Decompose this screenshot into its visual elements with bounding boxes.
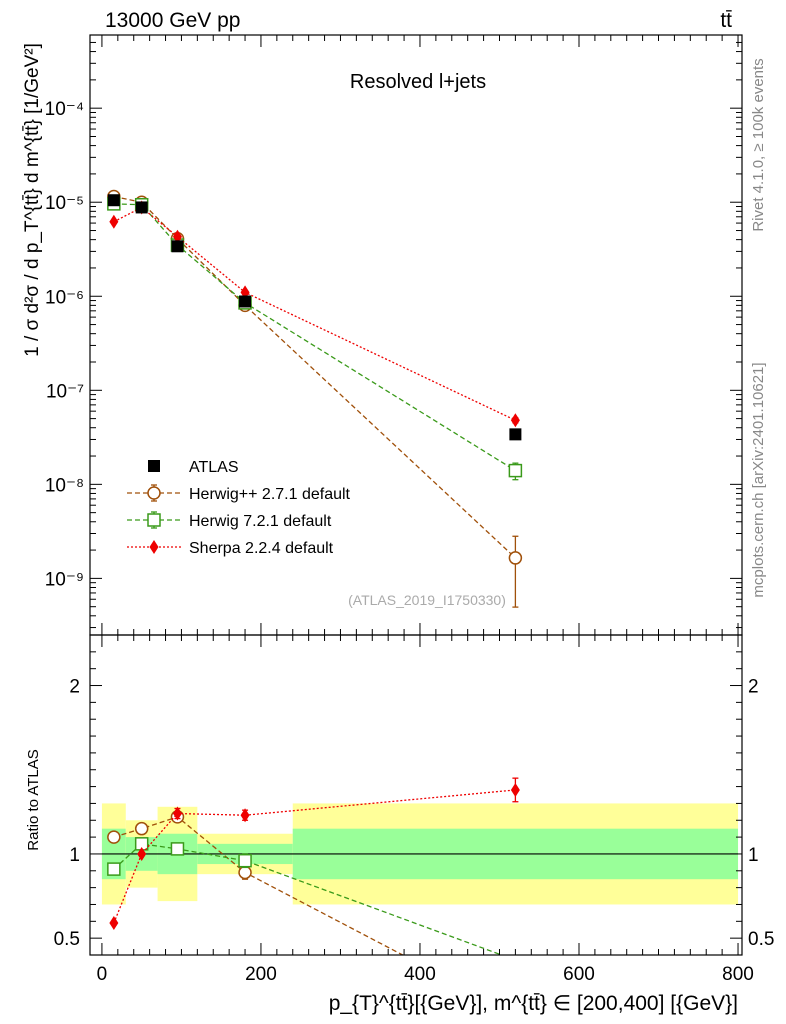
legend-marker-atlas <box>148 460 160 472</box>
y-tick-label-2: 10⁻⁷ <box>46 381 84 402</box>
axes-layer: 10⁻⁹ 10⁻⁸ 10⁻⁷ 10⁻⁶ 10⁻⁵ 10⁻⁴ 0 200 400 600 800 0.5… <box>45 34 774 985</box>
ratio-frame <box>89 634 743 956</box>
analysis-tag: (ATLAS_2019_I1750330) <box>348 592 506 608</box>
ratio-y-tick-label-0: 0.5 <box>54 929 80 950</box>
series-herwig-7-2-1-default <box>107 197 523 481</box>
legend-marker-sherpa-2-2-4-default <box>149 540 159 554</box>
series-sherpa-2-2-4-default <box>109 200 520 428</box>
ratio-point-sherpa-2-2-4-default-2 <box>172 806 182 821</box>
header-right: tt̄ <box>720 9 732 32</box>
legend-label-atlas: ATLAS <box>189 459 239 476</box>
x-tick-label-4: 800 <box>722 964 754 985</box>
ratio-point-sherpa-2-2-4-default-4 <box>510 782 520 797</box>
ratio-y-tick-label-right-0: 0.5 <box>748 929 774 950</box>
point-herwig-7-2-1-default-4 <box>508 463 523 478</box>
point-sherpa-2-2-4-default-4 <box>510 413 520 428</box>
ratio-y-tick-label-2: 2 <box>69 677 80 698</box>
ratio-y-axis-label: Ratio to ATLAS <box>25 749 42 850</box>
y-tick-label-0: 10⁻⁹ <box>45 569 84 590</box>
legend: ATLAS Herwig++ 2.7.1 default Herwig 7.2.1 … <box>127 459 351 557</box>
x-tick-label-1: 200 <box>245 964 277 985</box>
mcplots-label: mcplots.cern.ch [arXiv:2401.10621] <box>750 362 767 597</box>
ratio-series-herwig-7-2-1-default <box>107 837 504 955</box>
errorbar-herwig-2-7-1-default-4 <box>512 535 519 608</box>
ratio-point-herwig-7-2-1-default-0 <box>107 862 121 876</box>
ratio-point-herwig-2-7-1-default-1 <box>134 821 149 836</box>
header-left: 13000 GeV pp <box>105 9 240 32</box>
ratio-series-layer <box>107 777 520 955</box>
legend-label-herwig-2-7-1-default: Herwig++ 2.7.1 default <box>189 486 351 503</box>
x-tick-label-3: 600 <box>563 964 595 985</box>
point-herwig-2-7-1-default-4 <box>508 551 523 565</box>
ratio-y-tick-label-right-1: 1 <box>748 845 759 866</box>
point-atlas-3 <box>239 295 252 308</box>
legend-marker-herwig-2-7-1-default <box>147 486 161 500</box>
main-frame <box>89 34 743 636</box>
legend-label-herwig-7-2-1-default: Herwig 7.2.1 default <box>189 513 332 530</box>
main-series-layer <box>107 189 523 608</box>
ratio-point-herwig-2-7-1-default-3 <box>238 865 252 880</box>
ratio-y-tick-label-right-2: 2 <box>748 677 759 698</box>
point-sherpa-2-2-4-default-0 <box>109 214 119 229</box>
y-axis-label: 1 / σ d²σ / d p_T^{tt̄} d m^{tt̄} [1/GeV… <box>22 43 43 357</box>
point-atlas-4 <box>509 428 522 441</box>
legend-entry-atlas: ATLAS <box>148 459 239 476</box>
point-atlas-0 <box>107 194 120 207</box>
series-atlas <box>107 194 522 441</box>
ratio-point-sherpa-2-2-4-default-0 <box>109 916 119 930</box>
rivet-label: Rivet 4.1.0, ≥ 100k events <box>750 58 767 231</box>
point-sherpa-2-2-4-default-2 <box>172 229 182 244</box>
x-axis-label: p_{T}^{tt̄}[{GeV}], m^{tt̄} ∈ [200,400] … <box>329 992 738 1015</box>
point-atlas-2 <box>171 240 184 253</box>
ratio-y-tick-label-1: 1 <box>69 845 80 866</box>
y-tick-label-1: 10⁻⁸ <box>45 475 84 496</box>
legend-entry-sherpa-2-2-4-default: Sherpa 2.2.4 default <box>127 540 334 557</box>
x-tick-label-2: 400 <box>404 964 436 985</box>
y-tick-label-5: 10⁻⁴ <box>45 99 84 120</box>
ratio-point-sherpa-2-2-4-default-1 <box>137 846 147 861</box>
point-atlas-1 <box>135 201 148 214</box>
ratio-point-sherpa-2-2-4-default-3 <box>240 808 250 823</box>
chart-title: Resolved l+jets <box>350 71 486 93</box>
y-tick-label-3: 10⁻⁶ <box>45 287 84 308</box>
ratio-point-herwig-2-7-1-default-0 <box>107 830 121 844</box>
series-line-herwig-2-7-1-default <box>113 195 516 559</box>
ratio-series-sherpa-2-2-4-default <box>109 777 520 930</box>
legend-label-sherpa-2-2-4-default: Sherpa 2.2.4 default <box>189 540 334 557</box>
legend-entry-herwig-2-7-1-default: Herwig++ 2.7.1 default <box>127 484 351 503</box>
ratio-point-herwig-7-2-1-default-3 <box>238 853 252 868</box>
x-tick-label-0: 0 <box>97 964 108 985</box>
legend-entry-herwig-7-2-1-default: Herwig 7.2.1 default <box>127 511 332 530</box>
y-tick-label-4: 10⁻⁵ <box>45 193 84 214</box>
ratio-point-herwig-7-2-1-default-2 <box>170 842 185 856</box>
legend-marker-herwig-7-2-1-default <box>147 513 161 527</box>
